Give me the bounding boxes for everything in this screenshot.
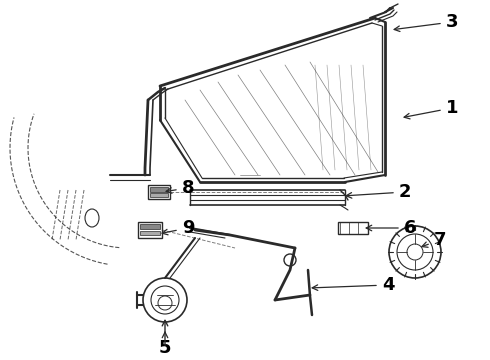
Bar xyxy=(150,187,168,192)
Bar xyxy=(150,193,168,197)
Bar xyxy=(338,222,368,234)
Text: 8: 8 xyxy=(166,179,195,197)
Bar xyxy=(140,231,160,235)
Text: 5: 5 xyxy=(159,332,171,357)
Bar xyxy=(148,185,170,199)
Text: 3: 3 xyxy=(394,13,458,32)
Text: 7: 7 xyxy=(422,231,446,249)
Text: 6: 6 xyxy=(366,219,416,237)
Text: 2: 2 xyxy=(346,183,411,201)
Bar xyxy=(138,222,162,238)
Text: 1: 1 xyxy=(404,99,458,119)
Text: 4: 4 xyxy=(312,276,394,294)
Text: 9: 9 xyxy=(162,219,194,237)
Bar xyxy=(140,224,160,229)
